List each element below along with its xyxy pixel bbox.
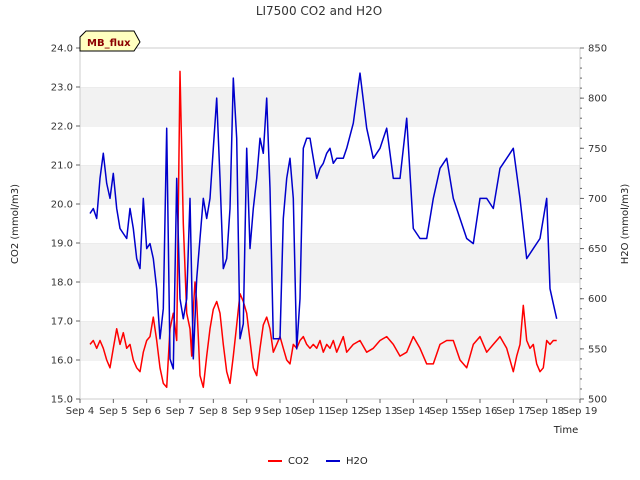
x-tick-label: Sep 10 (263, 406, 298, 417)
x-tick-label: Sep 5 (99, 406, 127, 417)
x-tick-label: Sep 12 (329, 406, 364, 417)
y-right-tick-label: 650 (588, 244, 607, 255)
grid-band (80, 282, 580, 321)
y-axis-right-label: H2O (mmol/m3) (620, 184, 631, 265)
legend-label-co2: CO2 (288, 456, 309, 467)
series-line-h2o (89, 72, 558, 370)
y-left-tick-label: 21.0 (51, 161, 73, 172)
y-left-tick-label: 17.0 (51, 317, 73, 328)
x-tick-label: Sep 14 (396, 406, 431, 417)
y-right-tick-label: 600 (588, 294, 607, 305)
y-left-tick-label: 15.0 (51, 395, 73, 406)
y-right-tick-label: 750 (588, 144, 607, 155)
x-tick-label: Sep 17 (496, 406, 531, 417)
grid-band (80, 87, 580, 126)
y-left-tick-label: 16.0 (51, 356, 73, 367)
grid-band (80, 360, 580, 399)
grid-band (80, 126, 580, 165)
x-tick-label: Sep 8 (199, 406, 227, 417)
x-tick-label: Sep 19 (563, 406, 598, 417)
y-axis-left: 15.0 16.0 17.0 18.0 19.0 20.0 21.0 22.0 23.0 24.0 (51, 44, 80, 406)
x-tick-label: Sep 7 (166, 406, 194, 417)
badge-label: MB_flux (87, 38, 131, 49)
x-tick-label: Sep 4 (66, 406, 94, 417)
y-axis-right: 500 550 600 650 700 750 800 850 (580, 44, 607, 406)
badge-shape (79, 30, 141, 52)
x-tick-label: Sep 13 (363, 406, 398, 417)
x-axis-label: Time (553, 425, 578, 436)
y-left-tick-label: 24.0 (51, 44, 73, 55)
grid-band (80, 204, 580, 243)
grid-band (80, 48, 580, 87)
mb-flux-badge: MB_flux (79, 30, 141, 52)
x-tick-label: Sep 11 (296, 406, 331, 417)
y-left-tick-label: 18.0 (51, 278, 73, 289)
series-layer (89, 70, 558, 389)
y-left-tick-label: 22.0 (51, 122, 73, 133)
legend: CO2 H2O (268, 456, 368, 467)
y-right-tick-label: 700 (588, 194, 607, 205)
y-left-tick-label: 19.0 (51, 239, 73, 250)
legend-label-h2o: H2O (346, 456, 368, 467)
grid-band (80, 165, 580, 204)
x-tick-label: Sep 6 (132, 406, 160, 417)
plot-frame (79, 47, 581, 400)
x-tick-label: Sep 15 (429, 406, 464, 417)
x-tick-label: Sep 16 (463, 406, 498, 417)
series-line-co2 (89, 70, 557, 389)
x-tick-label: Sep 9 (232, 406, 260, 417)
x-axis: Sep 4 Sep 5 Sep 6 Sep 7 Sep 8 Sep 9 Sep 10Sep … (66, 399, 598, 417)
y-right-tick-label: 500 (588, 395, 607, 406)
y-right-tick-label: 550 (588, 344, 607, 355)
chart-title: LI7500 CO2 and H2O (256, 4, 382, 18)
x-tick-label: Sep 18 (529, 406, 564, 417)
y-axis-left-label: CO2 (mmol/m3) (10, 184, 21, 264)
y-left-tick-label: 23.0 (51, 83, 73, 94)
y-left-tick-label: 20.0 (51, 200, 73, 211)
y-right-tick-label: 850 (588, 44, 607, 55)
y-right-tick-label: 800 (588, 94, 607, 105)
